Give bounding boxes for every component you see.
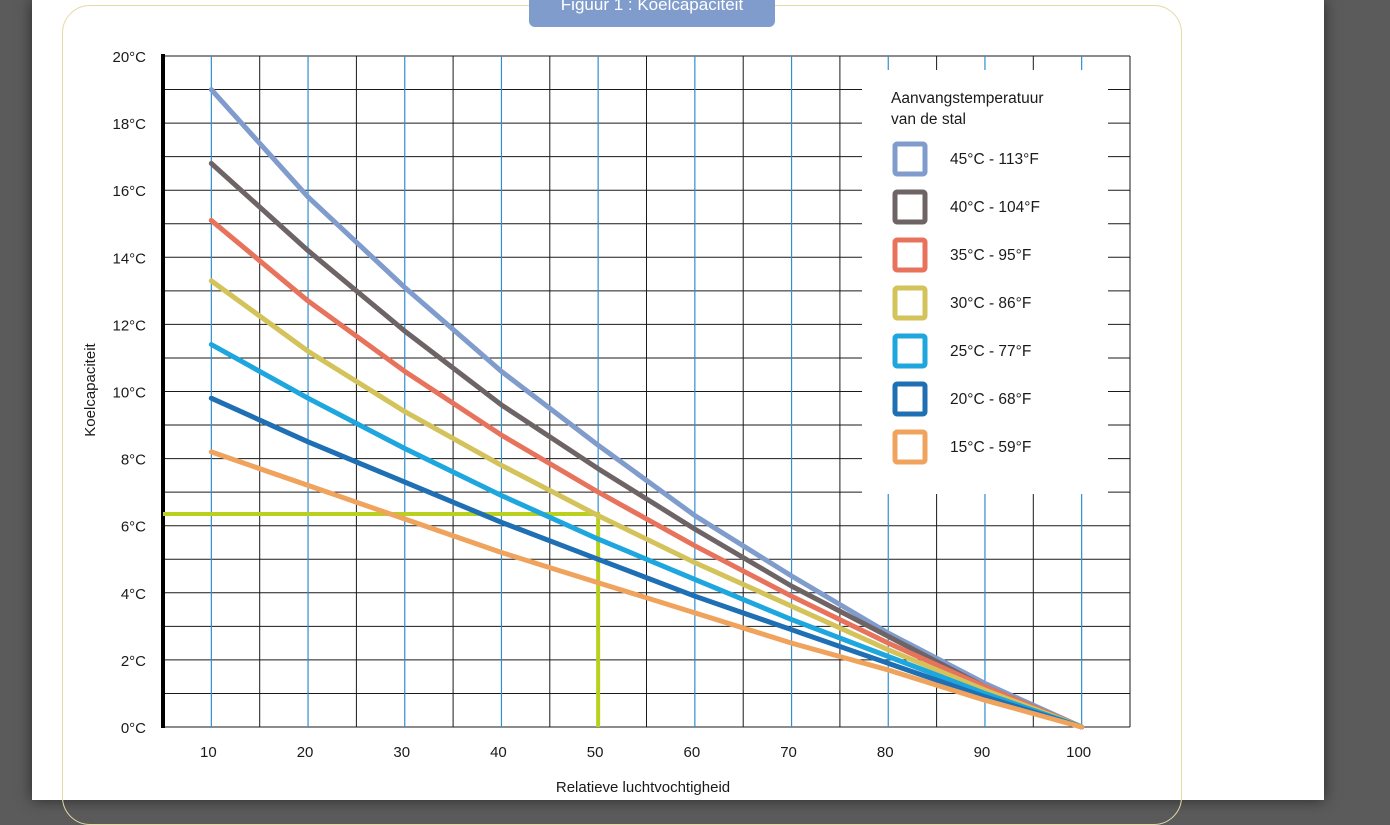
y-tick-label: 16°C [112, 183, 146, 200]
legend-swatch [892, 189, 928, 225]
y-tick-label: 18°C [112, 116, 146, 133]
x-tick-label: 40 [490, 744, 507, 761]
legend-swatch [892, 141, 928, 177]
legend-label: 30°C - 86°F [950, 295, 1031, 312]
series-line-4 [208, 278, 1085, 730]
y-tick-label: 6°C [121, 519, 146, 536]
y-axis-label: Koelcapaciteit [82, 342, 99, 436]
legend-swatch [892, 333, 928, 369]
tick-labels: 10 20 30 40 50 60 70 80 90 100 0°C 2°C 4°C 6°C 8°C 10°C… [112, 49, 1091, 761]
legend-swatch [892, 285, 928, 321]
guide-line [163, 511, 601, 727]
y-tick-label: 20°C [112, 49, 146, 66]
y-tick-label: 12°C [112, 317, 146, 334]
x-axis-label: Relatieve luchtvochtigheid [556, 779, 730, 796]
legend-label: 25°C - 77°F [950, 343, 1031, 360]
figure-title: Figuur 1 : Koelcapaciteit [529, 0, 775, 27]
x-tick-label: 30 [393, 744, 410, 761]
legend-swatch [892, 429, 928, 465]
document-page: Figuur 1 : Koelcapaciteit [32, 0, 1324, 825]
legend-title: Aanvangstemperatuur [891, 90, 1044, 107]
legend-box [862, 70, 1108, 494]
legend-swatch [892, 381, 928, 417]
legend-title: van de stal [891, 111, 966, 128]
series-line-5 [208, 342, 1085, 730]
cooling-capacity-chart: 10 20 30 40 50 60 70 80 90 100 0°C 2°C 4°C 6°C 8°C 10°C… [82, 49, 1131, 796]
legend-label: 35°C - 95°F [950, 247, 1031, 264]
x-tick-label: 50 [587, 744, 604, 761]
x-tick-label: 80 [877, 744, 894, 761]
series-line-1 [208, 87, 1085, 730]
legend-label: 15°C - 59°F [950, 439, 1031, 456]
guide-lines [163, 511, 601, 727]
series-lines [208, 87, 1085, 730]
x-tick-label: 20 [297, 744, 314, 761]
legend-swatch [892, 237, 928, 273]
legend-label: 40°C - 104°F [950, 199, 1040, 216]
series-line-3 [208, 217, 1085, 730]
legend-label: 20°C - 68°F [950, 391, 1031, 408]
y-tick-label: 2°C [121, 653, 146, 670]
x-tick-label: 100 [1066, 744, 1091, 761]
axis-labels: Relatieve luchtvochtigheid Koelcapacitei… [82, 342, 730, 796]
series-line-2 [208, 160, 1085, 730]
y-tick-label: 8°C [121, 452, 146, 469]
series-line-6 [208, 395, 1085, 730]
x-tick-label: 10 [200, 744, 217, 761]
y-tick-label: 4°C [121, 586, 146, 603]
y-tick-label: 0°C [121, 720, 146, 737]
series-line-7 [208, 449, 1085, 730]
x-tick-label: 90 [974, 744, 991, 761]
y-tick-label: 10°C [112, 385, 146, 402]
y-tick-label: 14°C [112, 250, 146, 267]
x-tick-label: 60 [684, 744, 701, 761]
legend: Aanvangstemperatuur van de stal 45°C - 113… [862, 70, 1108, 494]
x-tick-label: 70 [780, 744, 797, 761]
legend-label: 45°C - 113°F [950, 151, 1039, 168]
